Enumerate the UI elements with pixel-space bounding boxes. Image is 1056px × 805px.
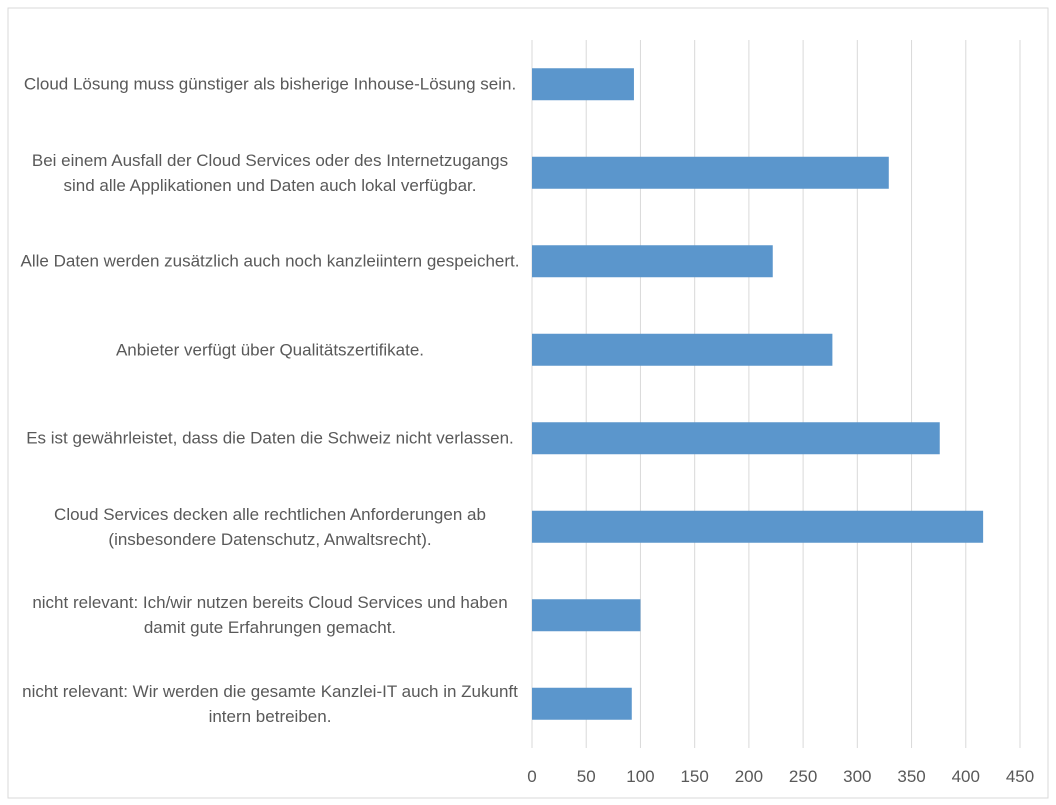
bar xyxy=(532,68,634,101)
y-tick-label: nicht relevant: Wir werden die gesamte K… xyxy=(22,681,518,726)
bar xyxy=(532,333,833,366)
x-tick-label: 300 xyxy=(843,767,871,786)
x-tick-label: 50 xyxy=(577,767,596,786)
y-tick-label: Alle Daten werden zusätzlich auch noch k… xyxy=(20,251,520,271)
x-tick-label: 450 xyxy=(1006,767,1034,786)
bar xyxy=(532,510,984,543)
y-tick-label: Bei einem Ausfall der Cloud Services ode… xyxy=(31,150,509,195)
x-tick-label: 200 xyxy=(735,767,763,786)
bar xyxy=(532,156,889,189)
y-tick-label: Anbieter verfügt über Qualitätszertifika… xyxy=(115,340,425,360)
bar xyxy=(532,687,632,720)
chart-border xyxy=(7,7,1049,799)
x-tick-label: 400 xyxy=(952,767,980,786)
bar xyxy=(532,245,773,278)
x-tick-label: 250 xyxy=(789,767,817,786)
x-tick-label: 100 xyxy=(626,767,654,786)
y-tick-label: Es ist gewährleistet, dass die Daten die… xyxy=(26,428,514,448)
y-tick-label: Cloud Services decken alle rechtlichen A… xyxy=(54,504,486,549)
x-tick-label: 350 xyxy=(897,767,925,786)
x-tick-label: 150 xyxy=(680,767,708,786)
bar xyxy=(532,599,641,632)
bar xyxy=(532,422,940,455)
y-tick-label: nicht relevant: Ich/wir nutzen bereits C… xyxy=(32,593,508,638)
y-tick-label: Cloud Lösung muss günstiger als bisherig… xyxy=(23,74,517,94)
x-tick-label: 0 xyxy=(527,767,536,786)
